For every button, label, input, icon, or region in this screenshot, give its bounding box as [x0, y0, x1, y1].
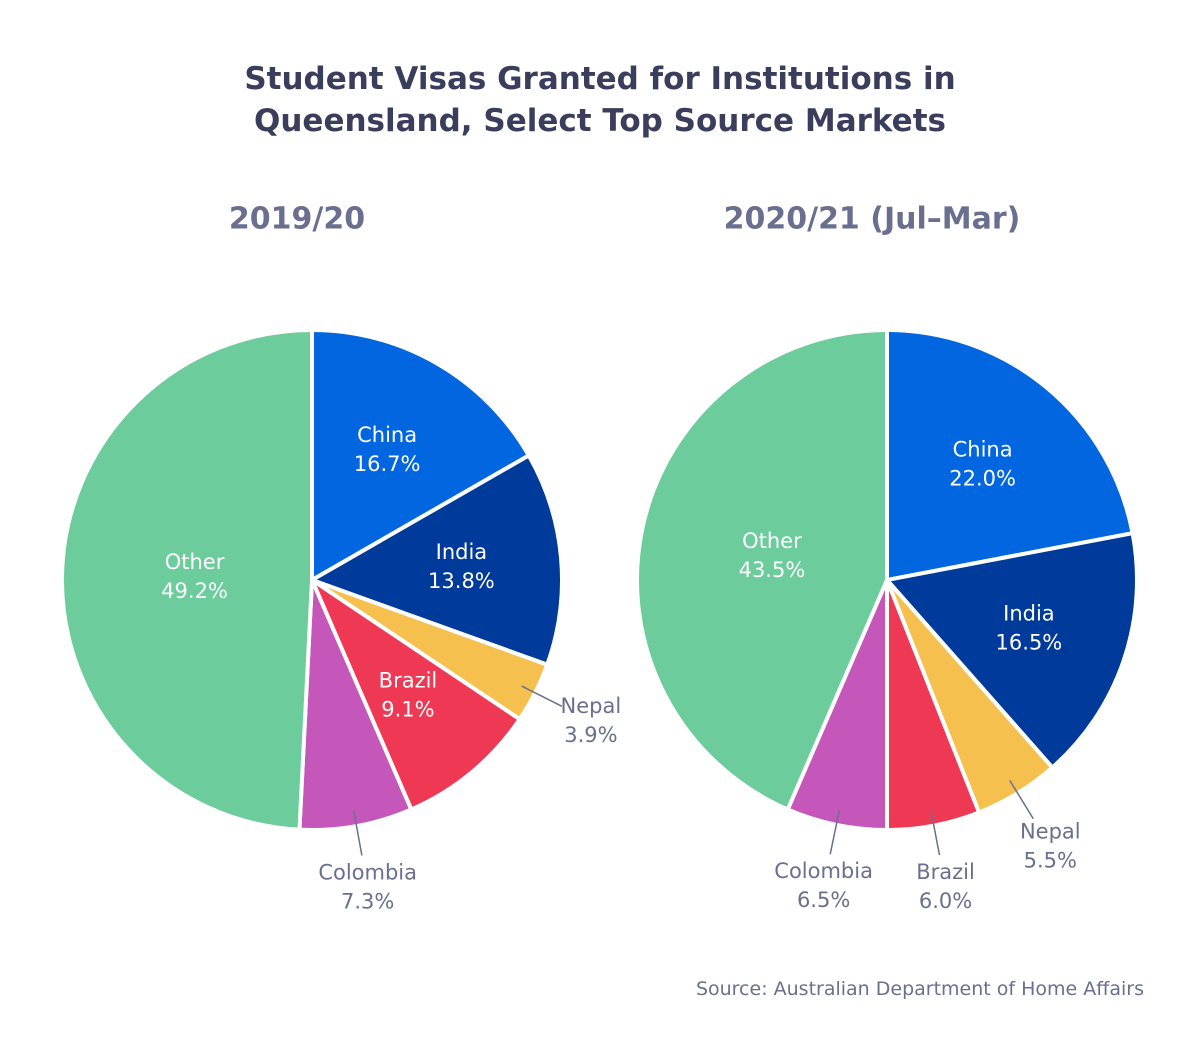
- source-note: Source: Australian Department of Home Af…: [695, 978, 1144, 1000]
- leader-line: [930, 810, 941, 856]
- slice-label: Brazil: [379, 668, 438, 692]
- slice-label: China: [357, 423, 417, 447]
- slice-label: India: [436, 540, 488, 564]
- pie-slice: [885, 328, 1135, 582]
- pie-slice: [60, 328, 314, 832]
- slice-value-label: 7.3%: [341, 890, 394, 914]
- slice-value-label: 13.8%: [428, 569, 495, 593]
- slice-value-label: 3.9%: [564, 723, 617, 747]
- slice-label: Colombia: [774, 859, 873, 883]
- slice-value-label: 5.5%: [1024, 848, 1077, 872]
- leader-line: [521, 685, 563, 708]
- slice-value-label: 49.2%: [161, 579, 228, 603]
- pie-slice: [885, 531, 1139, 770]
- slice-label: Other: [165, 550, 225, 574]
- pie-slice: [310, 328, 531, 582]
- pie-title: 2020/21 (Jul–Mar): [724, 202, 1021, 237]
- slice-label: Other: [742, 529, 802, 553]
- slice-label: China: [953, 437, 1013, 461]
- pie-title: 2019/20: [229, 202, 365, 237]
- leader-line: [1009, 779, 1034, 820]
- slice-value-label: 6.0%: [919, 889, 972, 913]
- slice-value-label: 16.7%: [354, 452, 421, 476]
- slice-label: Nepal: [561, 694, 622, 718]
- slice-value-label: 9.1%: [381, 697, 434, 721]
- slice-value-label: 6.5%: [797, 888, 850, 912]
- pie-slice: [635, 328, 889, 812]
- slice-label: India: [1003, 602, 1055, 626]
- leader-line: [829, 809, 841, 855]
- slice-label: Brazil: [916, 860, 975, 884]
- slice-value-label: 16.5%: [996, 631, 1063, 655]
- slice-value-label: 43.5%: [739, 558, 806, 582]
- pie-slice: [310, 578, 522, 812]
- slice-label: Nepal: [1020, 819, 1081, 843]
- slice-label: Colombia: [318, 861, 417, 885]
- slice-value-label: 22.0%: [949, 466, 1016, 490]
- leader-line: [353, 811, 363, 856]
- pie-slice: [310, 453, 564, 667]
- chart-title: Student Visas Granted for Institutions i…: [244, 61, 956, 139]
